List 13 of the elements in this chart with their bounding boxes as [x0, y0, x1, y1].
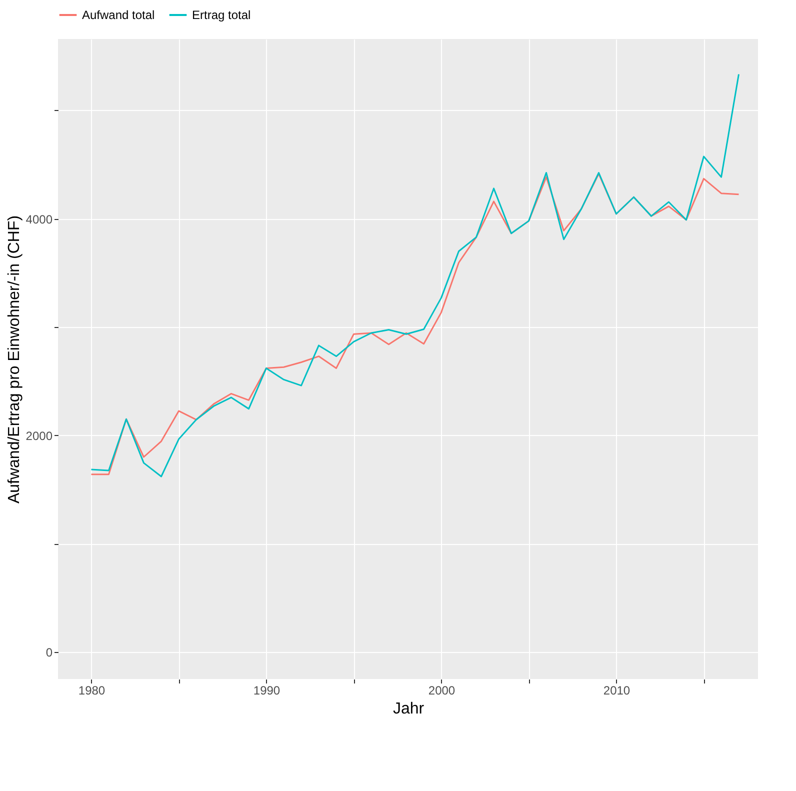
x-axis-title: Jahr: [392, 700, 425, 718]
y-tick-label: 4000: [26, 212, 53, 226]
x-tick-label: 1990: [253, 684, 280, 698]
x-tick-label: 2000: [428, 684, 456, 698]
y-axis-title: Aufwand/Ertrag pro Einwohner/-in (CHF): [6, 215, 23, 504]
line-series: [90, 73, 740, 478]
x-tick-label: 1980: [78, 684, 106, 698]
y-tick-label: 0: [46, 645, 53, 660]
y-tick-label: 2000: [26, 428, 53, 443]
legend-label: Aufwand total: [82, 8, 155, 22]
legend-label: Ertrag total: [192, 8, 251, 22]
x-tick-label: 2010: [603, 684, 630, 698]
line-series: [90, 173, 740, 476]
